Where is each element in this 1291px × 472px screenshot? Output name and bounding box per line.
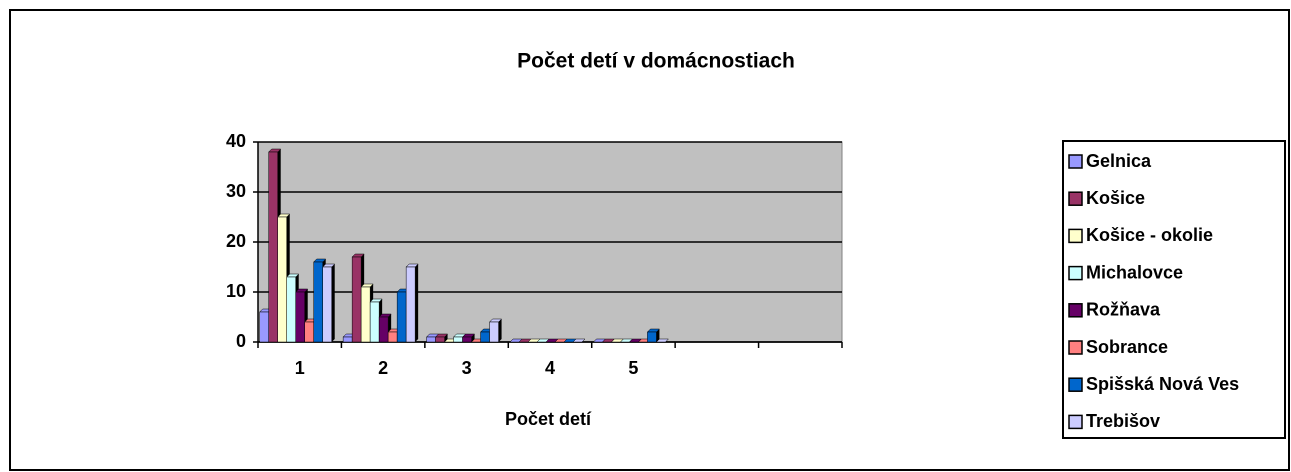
y-tick-label: 40 xyxy=(226,131,246,151)
legend-label: Sobrance xyxy=(1086,337,1168,357)
bar-side xyxy=(331,264,335,342)
x-axis-label: Počet detí xyxy=(505,409,592,429)
legend-swatch xyxy=(1068,191,1083,206)
bar xyxy=(277,216,287,343)
legend-label: Rožňava xyxy=(1086,300,1161,320)
bar xyxy=(396,291,407,343)
legend-label: Košice xyxy=(1086,188,1145,208)
bar xyxy=(295,291,305,343)
legend-label: Gelnica xyxy=(1086,151,1152,171)
bar xyxy=(360,286,371,343)
legend-label: Trebišov xyxy=(1086,411,1160,431)
legend-swatch xyxy=(1068,154,1083,169)
bar xyxy=(435,336,445,343)
legend-label: Spišská Nová Ves xyxy=(1086,374,1239,394)
bar xyxy=(387,331,398,343)
bar xyxy=(369,301,380,343)
y-tick-label: 0 xyxy=(236,331,246,351)
bar xyxy=(489,321,499,343)
legend-swatch xyxy=(1068,340,1083,355)
bar-side xyxy=(471,334,475,342)
legend-swatch xyxy=(1068,265,1083,281)
bar-top xyxy=(572,338,586,343)
bar xyxy=(480,331,490,343)
bar-side xyxy=(415,264,419,342)
y-tick-label: 20 xyxy=(226,231,246,251)
bar xyxy=(342,336,353,343)
x-tick-label: 2 xyxy=(378,358,388,378)
bar xyxy=(259,311,269,343)
legend-label: Košice - okolie xyxy=(1086,225,1213,245)
bar xyxy=(322,266,332,343)
bar xyxy=(462,336,472,343)
legend-label: Michalovce xyxy=(1086,262,1183,282)
bar xyxy=(304,321,314,343)
x-tick-label: 3 xyxy=(462,358,472,378)
bar xyxy=(351,256,362,343)
chart-title: Počet detí v domácnostiach xyxy=(517,50,795,73)
bar xyxy=(426,336,436,343)
bar-side xyxy=(656,329,660,342)
bar-side xyxy=(498,319,502,342)
legend-swatch xyxy=(1068,228,1083,244)
x-tick-label: 1 xyxy=(295,358,305,378)
y-tick-label: 10 xyxy=(226,281,246,301)
bar xyxy=(405,266,416,343)
bar-top xyxy=(655,338,670,343)
bar-side xyxy=(444,334,448,342)
bar xyxy=(268,151,278,343)
x-tick-label: 5 xyxy=(628,358,638,378)
legend-box xyxy=(1062,140,1286,439)
bar xyxy=(313,261,323,343)
bar xyxy=(286,276,296,343)
legend-swatch xyxy=(1068,303,1083,318)
bar xyxy=(647,331,657,343)
legend-swatch xyxy=(1068,414,1083,430)
legend-swatch xyxy=(1068,377,1083,392)
bar xyxy=(453,336,463,343)
bar xyxy=(378,316,389,343)
x-tick-label: 4 xyxy=(545,358,555,378)
y-tick-label: 30 xyxy=(226,181,246,201)
